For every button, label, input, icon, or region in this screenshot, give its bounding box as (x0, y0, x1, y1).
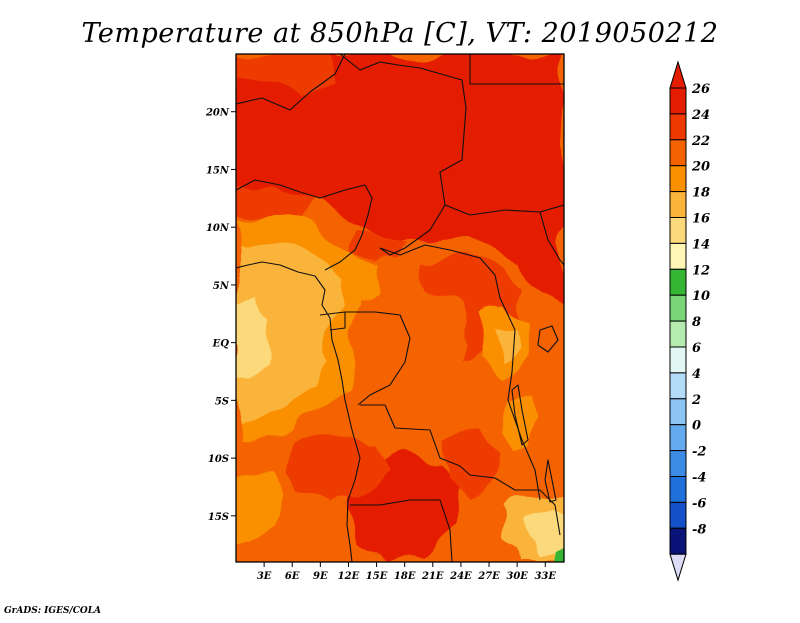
colorbar-swatch (669, 320, 687, 348)
colorbar-label: 26 (691, 82, 710, 97)
lon-tick-label: 27E (477, 571, 500, 582)
colorbar-label: 18 (692, 186, 710, 201)
lon-tick-label: 3E (257, 571, 272, 582)
colorbar-swatch (669, 113, 687, 141)
colorbar-label: 22 (691, 134, 710, 149)
coastal-plume-18 (236, 240, 445, 430)
border-car (379, 244, 501, 299)
colorbar-swatch (669, 268, 687, 296)
colorbar-swatch (669, 139, 687, 167)
coastline-west-africa (236, 261, 361, 562)
map-frame (235, 53, 565, 563)
colorbar-label: -8 (692, 522, 706, 537)
colorbar-swatch (669, 346, 687, 374)
colorbar-label: 24 (691, 108, 710, 123)
border-nigeria-cameroon (236, 179, 373, 271)
lat-tick-label: 20N (205, 108, 230, 119)
colorbar-label: 14 (692, 237, 710, 252)
lon-tick-label: 33E (534, 571, 556, 582)
border-namibia-botswana (350, 499, 453, 562)
colorbar-label: 20 (691, 160, 710, 175)
lon-tick-label: 9E (313, 571, 328, 582)
colorbar-swatch (669, 165, 687, 193)
colorbar-top-arrow (669, 60, 687, 89)
colorbar-swatch (669, 501, 687, 529)
east-highland-18 (495, 325, 518, 362)
southeast-cool-16 (520, 510, 564, 558)
border-algeria-niger (236, 54, 346, 111)
longitude-axis: 3E 6E 9E 12E 15E 18E 21E 24E 27E 30E 33E (257, 562, 556, 582)
lake-victoria (537, 325, 559, 353)
lon-tick-label: 18E (394, 571, 416, 582)
interior-22-band (360, 290, 470, 405)
colorbar-swatch (669, 294, 687, 322)
lake-malawi (544, 459, 557, 503)
nile-border-east (539, 211, 564, 266)
colorbar-label: -2 (692, 445, 706, 460)
lon-tick-label: 12E (338, 571, 360, 582)
warm-region-north (236, 54, 564, 300)
colorbar-label: -6 (692, 496, 706, 511)
colorbar-label: 2 (691, 393, 701, 408)
colorbar-label: 12 (692, 263, 710, 278)
latitude-axis: 20N 15N 10N 5N EQ 5S 10S 15S (205, 108, 236, 523)
warm-region-north-inner (236, 54, 410, 265)
colorbar-label: 10 (692, 289, 710, 304)
lon-tick-label: 30E (506, 571, 528, 582)
southern-24 (285, 430, 500, 500)
lat-tick-label: 10S (208, 454, 229, 465)
lake-tanganyika (511, 384, 529, 446)
border-angola (360, 404, 496, 479)
lon-tick-label: 15E (366, 571, 388, 582)
colorbar-label: 0 (692, 419, 701, 434)
lon-tick-label: 21E (421, 571, 444, 582)
lat-tick-label: 5N (213, 281, 230, 292)
border-chad-niger (339, 54, 467, 256)
colorbar-label: 4 (692, 367, 701, 382)
border-zambia-moz (494, 477, 561, 536)
colorbar-swatch (669, 372, 687, 400)
southwest-cool-20 (236, 465, 285, 548)
colorbar-swatch (669, 191, 687, 219)
colorbar-label: -4 (692, 471, 706, 486)
coastlines-and-borders (236, 54, 564, 562)
border-congo-drc (345, 311, 411, 406)
colorbar-swatch (669, 217, 687, 244)
lat-tick-label: 15N (206, 165, 230, 176)
lat-tick-label: 10N (206, 223, 230, 234)
colorbar-swatch (669, 424, 687, 452)
border-sudan-south (444, 204, 564, 216)
temperature-fill-regions (236, 54, 564, 562)
se-corner-green (554, 548, 564, 562)
coastal-plume-16 (236, 290, 268, 385)
colorbar-bottom-block (669, 527, 687, 555)
colorbar-label: 8 (692, 315, 701, 330)
grads-credit: GrADS: IGES/COLA (4, 606, 101, 616)
lat-tick-label: 5S (215, 396, 229, 407)
border-drc-east (499, 297, 541, 501)
lon-tick-label: 6E (285, 571, 300, 582)
colorbar-swatch (669, 87, 687, 115)
border-gabon (319, 311, 346, 331)
lat-tick-label: 15S (208, 512, 229, 523)
east-highland-cool (480, 300, 545, 455)
colorbar-swatch (669, 398, 687, 426)
temperature-map (236, 54, 564, 562)
lon-tick-label: 24E (449, 571, 472, 582)
lat-tick-label: EQ (212, 339, 230, 350)
colorbar-swatch (669, 450, 687, 478)
colorbar-swatch (669, 476, 687, 503)
figure-title: Temperature at 850hPa [C], VT: 201905021… (82, 18, 719, 49)
border-libya-egypt-sudan (469, 54, 564, 85)
colorbar-label: 16 (692, 212, 710, 227)
colorbar-swatch (669, 242, 687, 270)
colorbar-label: 6 (692, 341, 701, 356)
colorbar-bottom-arrow (669, 553, 687, 582)
